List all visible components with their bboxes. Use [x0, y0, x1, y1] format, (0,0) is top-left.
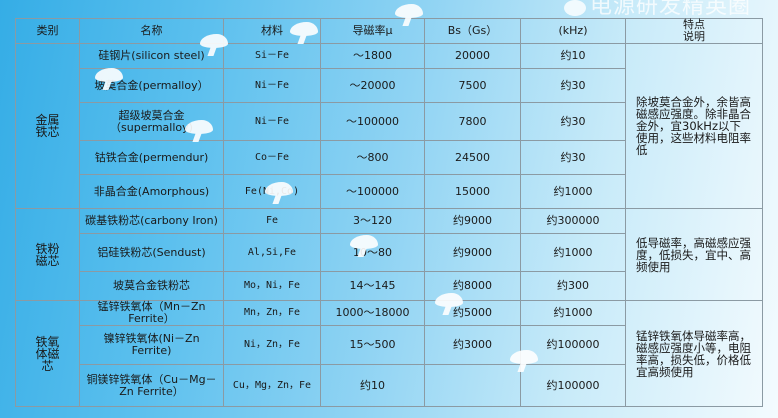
- bird-decoration: [265, 182, 293, 196]
- header-name: 名称: [79, 18, 224, 44]
- bird-decoration: [510, 350, 538, 364]
- bs-cell: 7500: [424, 68, 521, 103]
- bird-decoration: [350, 235, 378, 249]
- table-row: 镍锌铁氧体(Ni－Zn Ferrite) Ni，Zn，Fe 15～500 约3000 约…: [16, 325, 763, 365]
- category-cell: 金属 铁芯: [15, 43, 80, 209]
- material-cell: Mn，Zn，Fe: [223, 300, 321, 326]
- name-cell: 硅钢片(silicon steel): [79, 43, 224, 69]
- table-row: 铜镁锌铁氧体（Cu－Mg－Zn Ferrite） Cu，Mg，Zn，Fe 约10 约1…: [16, 364, 763, 407]
- bs-cell: 约3000: [424, 325, 521, 365]
- features-note: 低导磁率，高磁感应强度，低损失，宜中、高频使用: [625, 208, 763, 301]
- wechat-icon: [564, 0, 586, 16]
- table-row: 金属 铁芯 硅钢片(silicon steel) Si－Fe ～1800 20000 约1…: [15, 43, 763, 209]
- bs-cell: 约9000: [424, 208, 521, 234]
- header-frequency: (kHz): [520, 18, 626, 44]
- frequency-cell: 约300000: [520, 208, 626, 234]
- bs-cell: 约9000: [424, 233, 521, 272]
- bs-cell: 7800: [424, 102, 521, 141]
- name-cell: 锰锌铁氧体（Mn－Zn Ferrite）: [79, 300, 224, 326]
- table-row: 铝硅铁粉芯(Sendust) Al,Si,Fe 10～80 约9000 约1000: [16, 233, 763, 272]
- features-note: 锰锌铁氧体导磁率高，磁感应强度小等，电阻率高，损失低，价格低宜高频使用: [625, 300, 763, 407]
- category-cell: 铁氧 体磁 芯: [15, 300, 80, 407]
- frequency-cell: 约100000: [520, 364, 626, 407]
- material-cell: Al,Si,Fe: [223, 233, 321, 272]
- permeability-cell: 15～500: [320, 325, 425, 365]
- features-note: 除坡莫合金外，余皆高磁感应强度。除非晶合金外，宜30kHz以下使用，这些材料电阻…: [625, 43, 763, 209]
- name-cell: 镍锌铁氧体(Ni－Zn Ferrite): [79, 325, 224, 365]
- bird-decoration: [185, 120, 213, 134]
- frequency-cell: 约30: [520, 102, 626, 141]
- name-cell: 铝硅铁粉芯(Sendust): [79, 233, 224, 272]
- permeability-cell: 14～145: [320, 271, 425, 301]
- bird-decoration: [200, 34, 228, 48]
- table-row: 钴铁合金(permendur) Co－Fe ～800 24500 约30: [16, 140, 763, 175]
- permeability-cell: 约10: [320, 364, 425, 407]
- permeability-cell: 3～120: [320, 208, 425, 234]
- permeability-cell: ～20000: [320, 68, 425, 103]
- material-cell: Cu，Mg，Zn，Fe: [223, 364, 321, 407]
- bs-cell: 24500: [424, 140, 521, 175]
- permeability-cell: ～100000: [320, 102, 425, 141]
- frequency-cell: 约10: [520, 43, 626, 69]
- table-row: 铁氧 体磁 芯锰锌铁氧体（Mn－Zn Ferrite） Mn，Zn，Fe 1000～…: [15, 300, 763, 407]
- material-cell: Ni－Fe: [223, 68, 321, 103]
- name-cell: 非晶合金(Amorphous): [79, 174, 224, 209]
- material-cell: Ni，Zn，Fe: [223, 325, 321, 365]
- material-cell: Si－Fe: [223, 43, 321, 69]
- bs-cell: 15000: [424, 174, 521, 209]
- bird-decoration: [435, 293, 463, 307]
- bird-decoration: [395, 4, 423, 18]
- frequency-cell: 约100000: [520, 325, 626, 365]
- permeability-cell: ～100000: [320, 174, 425, 209]
- header-row: 类别 名称 材料 导磁率μ Bs（Gs） (kHz) 特点 说明: [15, 18, 763, 44]
- name-cell: 钴铁合金(permendur): [79, 140, 224, 175]
- watermark: 电源研发精英圈: [590, 0, 752, 19]
- table-row: 铁粉 磁芯 碳基铁粉芯(carbony Iron) Fe 3～120 约9000 约300…: [15, 208, 763, 301]
- header-features: 特点 说明: [625, 18, 763, 44]
- name-cell: 铜镁锌铁氧体（Cu－Mg－Zn Ferrite）: [79, 364, 224, 407]
- name-cell: 坡莫合金铁粉芯: [79, 271, 224, 301]
- permeability-cell: ～800: [320, 140, 425, 175]
- material-cell: Mo，Ni，Fe: [223, 271, 321, 301]
- bs-cell: [424, 364, 521, 407]
- frequency-cell: 约1000: [520, 300, 626, 326]
- material-cell: Fe: [223, 208, 321, 234]
- table-row: 坡莫合金铁粉芯 Mo，Ni，Fe 14～145 约8000 约300: [16, 271, 763, 301]
- frequency-cell: 约1000: [520, 233, 626, 272]
- permeability-cell: ～1800: [320, 43, 425, 69]
- name-cell: 碳基铁粉芯(carbony Iron): [79, 208, 224, 234]
- header-category: 类别: [15, 18, 80, 44]
- permeability-cell: 1000～18000: [320, 300, 425, 326]
- bird-decoration: [290, 22, 318, 36]
- frequency-cell: 约30: [520, 68, 626, 103]
- material-cell: Ni－Fe: [223, 102, 321, 141]
- bird-decoration: [95, 68, 123, 82]
- material-cell: Co－Fe: [223, 140, 321, 175]
- magnetic-core-table: 类别 名称 材料 导磁率μ Bs（Gs） (kHz) 特点 说明 金属 铁芯 硅钢片(sili…: [15, 18, 763, 407]
- bs-cell: 20000: [424, 43, 521, 69]
- frequency-cell: 约1000: [520, 174, 626, 209]
- table-row: 坡莫合金(permalloy） Ni－Fe ～20000 7500 约30: [16, 68, 763, 103]
- frequency-cell: 约30: [520, 140, 626, 175]
- frequency-cell: 约300: [520, 271, 626, 301]
- category-cell: 铁粉 磁芯: [15, 208, 80, 301]
- header-bs: Bs（Gs）: [424, 18, 521, 44]
